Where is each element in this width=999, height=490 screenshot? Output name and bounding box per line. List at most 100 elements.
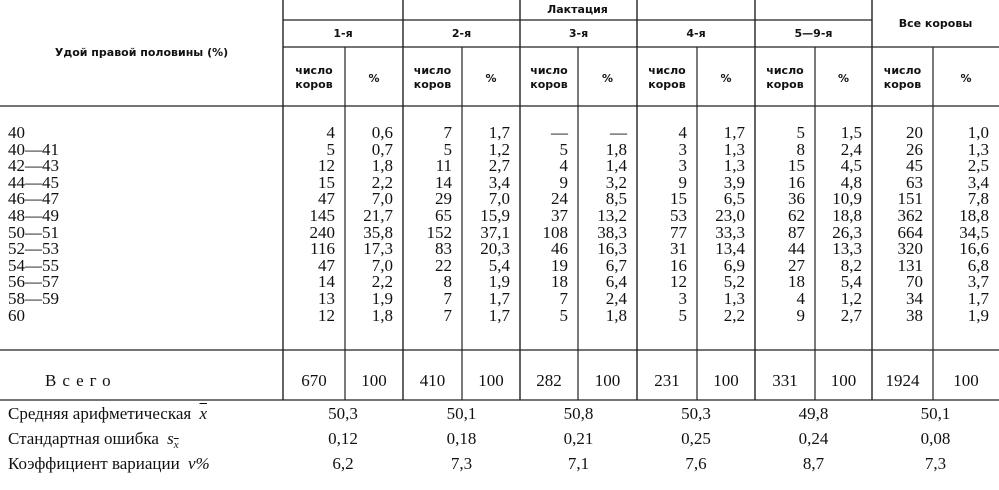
cell: 20,3 xyxy=(480,239,510,259)
cell: 1,3 xyxy=(723,156,745,176)
cell: 15 xyxy=(670,189,687,209)
cell: 1,3 xyxy=(723,139,745,159)
cell: 70 xyxy=(906,272,923,292)
cell: 14 xyxy=(435,172,452,192)
cell: 6,9 xyxy=(723,255,745,275)
cell: 4 xyxy=(559,156,569,176)
cell: — xyxy=(610,123,627,142)
cell: 2,2 xyxy=(371,172,393,192)
stat-name: Средняя арифметическая xyxy=(8,404,192,423)
cell: 2,7 xyxy=(840,305,862,325)
cell: 31 xyxy=(670,239,687,259)
group-label: 5—9-я xyxy=(794,27,833,40)
cell: 3,7 xyxy=(967,272,989,292)
stat-value: 7,3 xyxy=(450,454,473,473)
cell: 13,2 xyxy=(597,206,627,225)
cell: 5 xyxy=(559,305,569,325)
cell: 20 xyxy=(906,123,923,142)
total-cell: 100 xyxy=(594,371,621,390)
cell: 29 xyxy=(435,189,452,209)
cell: 14 xyxy=(318,272,335,292)
count-header: число коров xyxy=(883,64,922,91)
cell: 1,7 xyxy=(967,289,989,308)
stat-symbol: s xyxy=(167,429,174,448)
stat-value: 50,3 xyxy=(328,404,358,423)
cell: 22 xyxy=(435,255,452,275)
cell: 5,4 xyxy=(488,255,510,275)
cell: 5,2 xyxy=(723,272,745,292)
cell: 7,0 xyxy=(371,189,393,209)
row-label: 44—45 xyxy=(8,172,59,192)
row-label: 56—57 xyxy=(8,272,59,292)
stat-value: 0,08 xyxy=(920,429,951,448)
cell: 18 xyxy=(788,272,805,292)
count-header: число коров xyxy=(530,64,568,91)
stat-value: 49,8 xyxy=(798,404,829,423)
cell: 19 xyxy=(551,255,568,275)
cell: 2,2 xyxy=(371,272,393,292)
cell: 131 xyxy=(897,255,924,275)
stat-value: 7,6 xyxy=(685,454,707,473)
stat-value: 7,3 xyxy=(924,454,947,473)
row-label: 42—43 xyxy=(8,156,59,176)
count-header: число коров xyxy=(295,64,333,91)
cell: 4,5 xyxy=(840,156,862,176)
stat-symbol: v% xyxy=(187,454,210,473)
cell: 3,4 xyxy=(967,172,989,192)
cell: 62 xyxy=(788,206,805,225)
cell: 7 xyxy=(443,289,453,308)
cell: 152 xyxy=(426,222,453,242)
cell: 3,2 xyxy=(605,172,627,192)
cell: 151 xyxy=(897,189,924,209)
cell: 1,5 xyxy=(840,123,862,142)
row-label: 58—59 xyxy=(8,289,59,308)
cell: 5,4 xyxy=(840,272,862,292)
cell: 63 xyxy=(906,172,923,192)
cell: 664 xyxy=(897,222,924,242)
cell: 3,9 xyxy=(723,172,745,192)
cell: 53 xyxy=(670,206,687,225)
cell: 8,5 xyxy=(605,189,627,209)
stat-label: Коэффициент вариации v% xyxy=(8,455,210,473)
cell: 1,9 xyxy=(967,305,989,325)
cell: 35,8 xyxy=(363,222,393,242)
stat-value: 50,1 xyxy=(920,404,951,423)
cell: 3 xyxy=(678,156,688,176)
stat-value: 0,25 xyxy=(681,429,711,448)
count-header: число коров xyxy=(648,64,686,91)
cell: 1,8 xyxy=(605,305,627,325)
cell: 18 xyxy=(551,272,568,292)
cell: 12 xyxy=(318,305,335,325)
cell: 24 xyxy=(551,189,568,209)
cell: 18,8 xyxy=(832,206,862,225)
cell: 5 xyxy=(326,139,336,159)
cell: 46 xyxy=(551,239,568,259)
cell: 1,9 xyxy=(371,289,393,308)
stat-label: Средняя арифметическая x xyxy=(8,405,207,423)
cell: 2,7 xyxy=(488,156,510,176)
cell: 15 xyxy=(788,156,805,176)
total-cell: 100 xyxy=(953,371,979,390)
group-label: 2-я xyxy=(451,27,472,40)
cell: 6,8 xyxy=(967,255,989,275)
cell: 13,3 xyxy=(832,239,862,259)
cell: 10,9 xyxy=(832,189,862,209)
row-label: 52—53 xyxy=(8,239,59,259)
cell: 44 xyxy=(788,239,805,259)
stat-label: Стандартная ошибка sx xyxy=(8,430,179,454)
cell: 1,4 xyxy=(605,156,627,176)
stat-name: Стандартная ошибка xyxy=(8,429,159,448)
cell: 1,2 xyxy=(488,139,510,159)
cell: 145 xyxy=(309,206,336,225)
cell: 4 xyxy=(326,123,336,142)
cell: 15,9 xyxy=(480,206,510,225)
cell: — xyxy=(551,123,568,142)
cell: 1,3 xyxy=(723,289,745,308)
cell: 27 xyxy=(788,255,805,275)
cell: 7 xyxy=(443,305,453,325)
cell: 8 xyxy=(443,272,453,292)
cell: 87 xyxy=(788,222,805,242)
cell: 2,4 xyxy=(840,139,862,159)
total-cell: 100 xyxy=(713,371,739,390)
cell: 1,9 xyxy=(488,272,510,292)
